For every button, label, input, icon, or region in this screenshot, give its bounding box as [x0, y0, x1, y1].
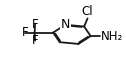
Text: N: N: [61, 18, 70, 31]
Text: Cl: Cl: [82, 5, 93, 18]
Text: NH₂: NH₂: [101, 30, 123, 43]
Text: F: F: [32, 34, 38, 47]
Text: F: F: [32, 18, 38, 31]
Text: F: F: [22, 26, 29, 39]
